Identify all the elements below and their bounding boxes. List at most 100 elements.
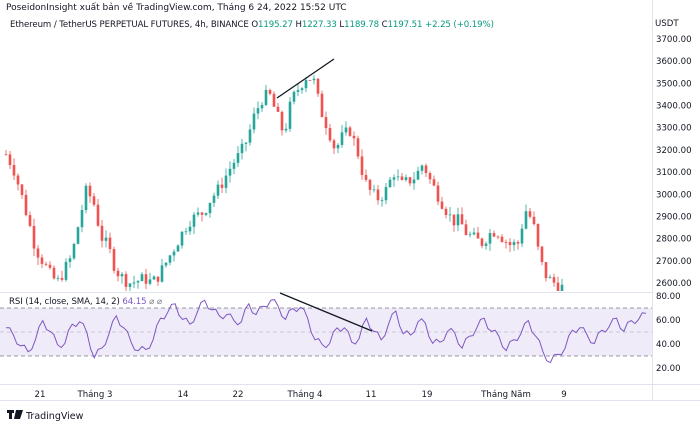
close-value: 1197.51 xyxy=(387,20,423,30)
rsi-settings-icon[interactable]: ⌀ ⌀ xyxy=(149,297,162,307)
candle-body xyxy=(412,179,416,184)
candle-body xyxy=(116,270,120,277)
candle-body xyxy=(268,89,272,94)
candle-body xyxy=(324,117,328,129)
rsi-trendline-down[interactable] xyxy=(279,292,373,332)
candle-body xyxy=(124,274,128,287)
rsi-tick-label[interactable]: 60.00 xyxy=(656,316,681,326)
candle-body xyxy=(436,185,440,202)
price-tick-label[interactable]: 3200.00 xyxy=(656,146,692,156)
price-tick-label[interactable]: 3700.00 xyxy=(656,35,692,45)
candle-body xyxy=(264,89,268,105)
price-tick-label[interactable]: 3100.00 xyxy=(656,168,692,178)
footer-brand[interactable]: TradingView xyxy=(26,410,84,422)
time-tick-label[interactable]: 21 xyxy=(35,390,46,400)
time-tick-label[interactable]: Tháng 3 xyxy=(76,390,112,400)
candle-body xyxy=(428,173,432,180)
candle-body xyxy=(496,236,500,238)
footer[interactable]: TradingView xyxy=(7,410,83,422)
candle-body xyxy=(56,277,60,279)
candle-body xyxy=(100,225,104,241)
candle-body xyxy=(252,113,256,130)
rsi-tick-label[interactable]: 80.00 xyxy=(656,292,681,302)
price-tick-label[interactable]: 3400.00 xyxy=(656,102,692,112)
candle-body xyxy=(308,80,312,81)
candle-body xyxy=(456,214,460,226)
price-tick-label[interactable]: 2700.00 xyxy=(656,257,692,267)
candle-body xyxy=(292,91,296,102)
candle-body xyxy=(32,225,36,249)
time-tick-label[interactable]: 9 xyxy=(561,390,566,400)
candle-body xyxy=(320,93,324,118)
rsi-tick-label[interactable]: 20.00 xyxy=(656,364,681,374)
price-trendline-up[interactable] xyxy=(276,58,335,99)
candle-body xyxy=(192,214,196,227)
rsi-title[interactable]: RSI (14, close, SMA, 14, 2) xyxy=(9,297,120,307)
candle-body xyxy=(296,90,300,92)
candle-body xyxy=(28,215,32,226)
candle-body xyxy=(536,224,540,247)
candle-body xyxy=(504,242,508,243)
candle-body xyxy=(44,263,48,265)
candle-body xyxy=(204,213,208,215)
publish-header: PoseidonInsight xuất bản về TradingView.… xyxy=(6,3,347,13)
candle-body xyxy=(76,227,80,244)
rsi-axis[interactable]: 80.00 60.00 40.00 20.00 xyxy=(656,292,681,374)
price-tick-label[interactable]: 3300.00 xyxy=(656,124,692,134)
candle-body xyxy=(60,277,64,280)
tradingview-logo-icon[interactable] xyxy=(7,410,23,422)
price-tick-label[interactable]: 2800.00 xyxy=(656,235,692,245)
time-tick-label[interactable]: 19 xyxy=(422,390,433,400)
symbol-legend[interactable]: Ethereum / TetherUS PERPETUAL FUTURES, 4… xyxy=(10,20,494,30)
candle-body xyxy=(356,138,360,157)
candle-body xyxy=(420,165,424,171)
time-tick-label[interactable]: 14 xyxy=(178,390,189,400)
candle-body xyxy=(236,153,240,163)
price-tick-label[interactable]: 2600.00 xyxy=(656,279,692,289)
price-tick-label[interactable]: 3500.00 xyxy=(656,79,692,89)
candle-body xyxy=(432,179,436,186)
time-tick-label[interactable]: 22 xyxy=(233,390,244,400)
candle-body xyxy=(528,211,532,217)
candle-body xyxy=(196,212,200,215)
symbol-title[interactable]: Ethereum / TetherUS PERPETUAL FUTURES, 4… xyxy=(10,20,249,30)
candle-body xyxy=(424,165,428,174)
candle-body xyxy=(372,189,376,191)
candle-body xyxy=(200,212,204,215)
candle-body xyxy=(16,175,20,185)
candle-body xyxy=(24,194,28,216)
candle-body xyxy=(312,78,316,81)
price-tick-label[interactable]: 3600.00 xyxy=(656,57,692,67)
candle-body xyxy=(228,168,232,176)
candle-body xyxy=(160,265,164,282)
price-tick-label[interactable]: 3000.00 xyxy=(656,190,692,200)
change-value: +2.25 (+0.19%) xyxy=(424,20,494,30)
candle-body xyxy=(96,204,100,226)
candle-body xyxy=(68,258,72,262)
time-tick-label[interactable]: Tháng 4 xyxy=(286,390,322,400)
time-axis[interactable]: 21 Tháng 3 14 22 Tháng 4 11 19 Tháng Năm 9 xyxy=(35,390,567,400)
currency-label[interactable]: USDT xyxy=(655,19,679,29)
candle-body xyxy=(4,154,8,156)
time-tick-label[interactable]: Tháng Năm xyxy=(480,390,531,400)
rsi-legend[interactable]: RSI (14, close, SMA, 14, 2) 64.15 ⌀ ⌀ xyxy=(9,297,162,307)
candle-body xyxy=(344,127,348,133)
price-tick-label[interactable]: 2900.00 xyxy=(656,212,692,222)
candle-body xyxy=(156,276,160,282)
candle-body xyxy=(508,242,512,246)
candle-body xyxy=(260,104,264,109)
candle-body xyxy=(524,211,528,229)
candle-body xyxy=(460,214,464,225)
candle-body xyxy=(256,108,260,114)
price-axis[interactable]: 3700.00 3600.00 3500.00 3400.00 3300.00 3200.… xyxy=(656,35,692,289)
time-tick-label[interactable]: 11 xyxy=(366,390,377,400)
candle-body xyxy=(172,251,176,256)
candle-body xyxy=(444,208,448,215)
candle-body xyxy=(500,236,504,243)
candle-body xyxy=(336,144,340,149)
candle-body xyxy=(392,177,396,180)
candle-body xyxy=(520,228,524,244)
candle-body xyxy=(232,162,236,169)
rsi-tick-label[interactable]: 40.00 xyxy=(656,340,681,350)
